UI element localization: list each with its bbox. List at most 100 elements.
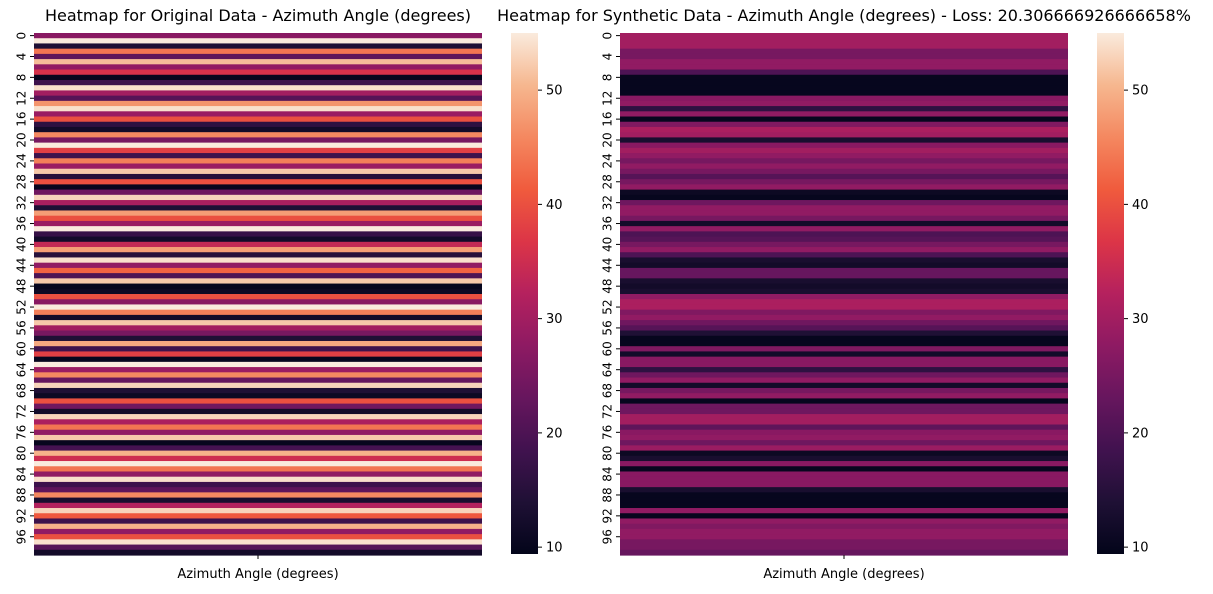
heatmap-cell — [34, 231, 482, 238]
heatmap-cell — [620, 33, 1068, 39]
heatmap-cell — [34, 377, 482, 384]
heatmap-cell — [620, 262, 1068, 269]
heatmap-cell — [620, 356, 1068, 363]
heatmap-cell — [34, 461, 482, 467]
heatmap-cell — [34, 419, 482, 426]
heatmap-cell — [620, 48, 1068, 55]
heatmap-cell — [34, 179, 482, 185]
row-tick-label: 20 — [600, 132, 614, 147]
colorbar-tick-label: 30 — [1132, 312, 1149, 327]
heatmap-cell — [34, 100, 482, 107]
heatmap-cell — [34, 74, 482, 81]
heatmap-cell — [620, 257, 1068, 264]
heatmap-cell — [34, 314, 482, 321]
heatmap-cell — [620, 168, 1068, 175]
heatmap-cell — [620, 59, 1068, 65]
heatmap-cell — [34, 351, 482, 358]
heatmap-cell — [34, 325, 482, 332]
heatmap-cell — [620, 518, 1068, 525]
heatmap-cell — [34, 466, 482, 473]
heatmap-cell — [620, 179, 1068, 185]
heatmap-cell — [620, 377, 1068, 384]
heatmap-cell — [34, 361, 482, 368]
heatmap-cell — [620, 497, 1068, 504]
row-tick-label: 0 — [14, 32, 28, 40]
heatmap-cell — [620, 137, 1068, 144]
colorbar-tick-label: 50 — [546, 84, 563, 99]
heatmap-cell — [34, 106, 482, 112]
heatmap-cell — [34, 95, 482, 102]
heatmap-cell — [34, 424, 482, 431]
row-tick-label: 28 — [600, 174, 614, 189]
row-tick-label: 44 — [14, 258, 28, 273]
heatmap-cell — [34, 283, 482, 290]
heatmap-cell — [34, 53, 482, 60]
heatmap-cell — [34, 200, 482, 206]
heatmap-cell — [34, 158, 482, 165]
heatmap-cell — [620, 419, 1068, 426]
heatmap-cell — [620, 205, 1068, 212]
heatmap-cell — [620, 215, 1068, 222]
heatmap-cell — [620, 153, 1068, 159]
chart-title-synthetic: Heatmap for Synthetic Data - Azimuth Ang… — [497, 6, 1191, 25]
row-tick-label: 52 — [14, 299, 28, 314]
heatmap-cell — [620, 288, 1068, 295]
heatmap-cell — [620, 132, 1068, 138]
colorbar-tick-label: 10 — [546, 541, 563, 556]
heatmap-cell — [34, 194, 482, 201]
heatmap-cell — [620, 173, 1068, 180]
heatmap-cell — [34, 450, 482, 457]
heatmap-cell — [34, 340, 482, 347]
colorbar-tick-label: 10 — [1132, 541, 1149, 556]
row-tick-label: 72 — [600, 404, 614, 419]
heatmap-cell — [620, 398, 1068, 405]
row-tick-label: 0 — [600, 32, 614, 40]
heatmap-cell — [620, 220, 1068, 227]
heatmap-cell — [34, 440, 482, 446]
row-tick-label: 36 — [14, 216, 28, 231]
row-tick-label: 60 — [600, 341, 614, 356]
heatmap-cell — [620, 252, 1068, 259]
heatmap-cell — [34, 90, 482, 97]
heatmap-cell — [620, 85, 1068, 92]
row-tick-label: 88 — [600, 487, 614, 502]
chart-title-original: Heatmap for Original Data - Azimuth Angl… — [45, 6, 471, 25]
colorbar-tick-label: 40 — [1132, 198, 1149, 213]
heatmap-cell — [34, 508, 482, 514]
heatmap-cell — [34, 132, 482, 138]
heatmap-cell — [620, 476, 1068, 483]
heatmap-cell — [620, 471, 1068, 478]
heatmap-cell — [620, 95, 1068, 102]
row-ticks-original: 0481216202428323640444852566064687276808… — [14, 32, 34, 544]
heatmap-cell — [620, 335, 1068, 342]
row-tick-label: 56 — [600, 320, 614, 335]
row-tick-label: 68 — [14, 383, 28, 398]
colorbar-tick-label: 20 — [546, 426, 563, 441]
heatmap-cell — [34, 257, 482, 264]
heatmap-cell — [34, 356, 482, 363]
heatmap-cell — [34, 142, 482, 149]
heatmap-cell — [34, 116, 482, 123]
heatmap-cell — [34, 43, 482, 50]
heatmap-cell — [34, 403, 482, 410]
heatmap-cell — [34, 38, 482, 45]
heatmap-cell — [620, 147, 1068, 154]
heatmap-cell — [34, 528, 482, 535]
heatmap-cell — [620, 294, 1068, 300]
colorbar-tick-label: 40 — [546, 198, 563, 213]
heatmap-cell — [620, 445, 1068, 452]
heatmap-cell — [34, 64, 482, 71]
heatmap-cell — [620, 142, 1068, 149]
row-tick-label: 20 — [14, 132, 28, 147]
row-tick-label: 72 — [14, 404, 28, 419]
row-tick-label: 92 — [14, 508, 28, 523]
heatmap-cell — [620, 304, 1068, 311]
heatmap-cell — [34, 147, 482, 154]
heatmap-cell — [34, 252, 482, 259]
heatmap-cell — [620, 414, 1068, 420]
heatmap-cell — [34, 278, 482, 285]
row-tick-label: 12 — [14, 91, 28, 106]
heatmap-cell — [34, 210, 482, 217]
heatmap-cell — [620, 314, 1068, 321]
